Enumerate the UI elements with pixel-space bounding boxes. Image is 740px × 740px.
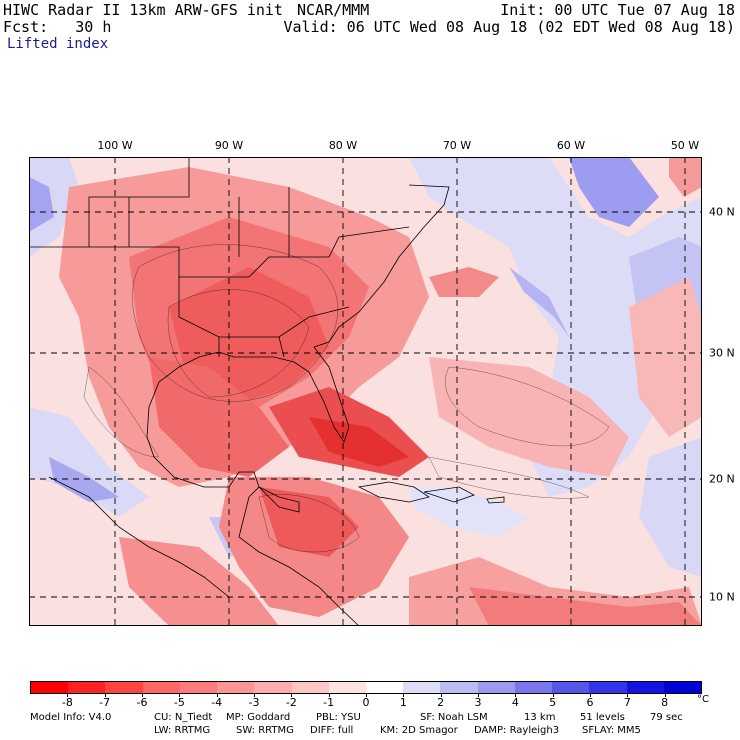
colorbar-swatch — [552, 682, 590, 693]
colorbar-label: -1 — [323, 696, 335, 709]
colorbar-label: 6 — [586, 696, 594, 709]
colorbar-label: -3 — [248, 696, 260, 709]
colorbar-label: 5 — [549, 696, 557, 709]
center-label: NCAR/MMM — [297, 1, 370, 19]
colorbar-tick — [216, 693, 218, 697]
colorbar-label: -8 — [61, 696, 73, 709]
colorbar-tick — [664, 693, 666, 697]
colorbar-swatch — [328, 682, 366, 693]
colorbar-label: 2 — [437, 696, 445, 709]
lon-label-60w: 60 W — [556, 139, 586, 152]
lon-label-80w: 80 W — [328, 139, 358, 152]
lon-label-90w: 90 W — [214, 139, 244, 152]
vertical-levels: 51 levels — [580, 712, 625, 723]
colorbar-tick — [142, 693, 143, 697]
colorbar-tick — [627, 693, 629, 697]
colorbar-tick — [67, 693, 69, 697]
colorbar-label: -5 — [173, 696, 185, 709]
colorbar-tick — [440, 693, 442, 697]
colorbar-tick — [590, 693, 591, 697]
colorbar-swatch — [403, 682, 441, 693]
map-canvas — [29, 157, 702, 626]
coastlines — [29, 157, 505, 626]
colorbar-tick — [552, 693, 554, 697]
colorbar-swatch — [589, 682, 627, 693]
time-step: 79 sec — [650, 712, 683, 723]
colorbar-swatch — [142, 682, 180, 693]
colorbar-swatch — [663, 682, 701, 693]
colorbar-swatch — [365, 682, 404, 693]
colorbar-tick — [328, 693, 330, 697]
surface-scheme: SF: Noah LSM — [420, 712, 488, 723]
colorbar-swatch — [179, 682, 218, 693]
colorbar-unit: °C — [697, 694, 709, 705]
colorbar-tick — [291, 693, 293, 697]
colorbar-swatch — [477, 682, 515, 693]
colorbar-label: 1 — [399, 696, 407, 709]
surface-layer-option: SFLAY: MM5 — [582, 725, 641, 736]
colorbar-tick — [403, 693, 405, 697]
diffusion-option: DIFF: full — [310, 725, 354, 736]
colorbar-swatch — [68, 682, 106, 693]
init-time: Init: 00 UTC Tue 07 Aug 18 — [500, 1, 735, 19]
colorbar — [30, 681, 702, 694]
map-frame — [29, 157, 702, 626]
chart-title: HIWC Radar II 13km ARW-GFS init — [3, 1, 283, 19]
microphysics-scheme: MP: Goddard — [226, 712, 291, 723]
cumulus-scheme: CU: N_Tiedt — [154, 712, 213, 723]
grid-spacing: 13 km — [524, 712, 556, 723]
colorbar-swatch — [254, 682, 292, 693]
colorbar-tick — [254, 693, 255, 697]
colorbar-label: 8 — [661, 696, 669, 709]
colorbar-tick — [478, 693, 479, 697]
lifted-index-map — [29, 157, 702, 626]
lat-label-40n: 40 N — [709, 205, 735, 219]
longwave-scheme: LW: RRTMG — [154, 725, 211, 736]
shortwave-scheme: SW: RRTMG — [236, 725, 294, 736]
colorbar-swatch — [440, 682, 478, 693]
colorbar-label: 7 — [623, 696, 631, 709]
lat-label-10n: 10 N — [709, 590, 735, 604]
colorbar-label: 3 — [474, 696, 482, 709]
colorbar-label: 0 — [362, 696, 370, 709]
lon-label-100w: 100 W — [97, 139, 133, 152]
negative-regions — [59, 157, 702, 626]
model-version: Model Info: V4.0 — [30, 712, 112, 723]
graticule — [29, 157, 702, 626]
field-name: Lifted index — [7, 36, 109, 52]
colorbar-label: 4 — [511, 696, 519, 709]
colorbar-tick — [104, 693, 106, 697]
valid-time: Valid: 06 UTC Wed 08 Aug 18 (02 EDT Wed … — [283, 18, 735, 36]
colorbar-label: -4 — [211, 696, 223, 709]
lat-label-30n: 30 N — [709, 346, 735, 360]
colorbar-swatch — [217, 682, 255, 693]
colorbar-tick — [179, 693, 181, 697]
damping-option: DAMP: Rayleigh3 — [474, 725, 560, 736]
forecast-hour: Fcst: 30 h — [3, 18, 112, 36]
colorbar-swatch — [514, 682, 553, 693]
colorbar-swatch — [105, 682, 143, 693]
km-option: KM: 2D Smagor — [380, 725, 458, 736]
colorbar-label: -2 — [285, 696, 297, 709]
lat-label-20n: 20 N — [709, 472, 735, 486]
lon-label-70w: 70 W — [442, 139, 472, 152]
colorbar-label: -6 — [136, 696, 148, 709]
colorbar-tick — [515, 693, 517, 697]
colorbar-tick — [366, 693, 367, 697]
colorbar-swatch — [626, 682, 664, 693]
colorbar-label: -7 — [99, 696, 111, 709]
colorbar-swatch — [31, 682, 69, 693]
lon-label-50w: 50 W — [670, 139, 700, 152]
pbl-scheme: PBL: YSU — [316, 712, 361, 723]
colorbar-swatch — [291, 682, 329, 693]
